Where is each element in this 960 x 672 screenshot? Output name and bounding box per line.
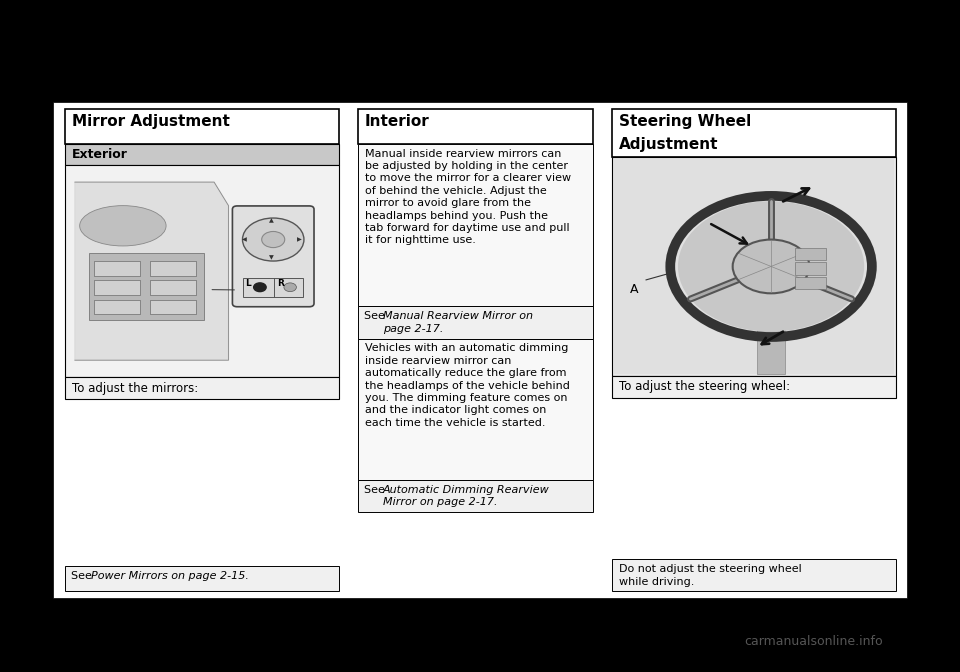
Circle shape [243,218,304,261]
Ellipse shape [80,206,166,246]
Bar [53,102,907,598]
Text: See: See [364,311,388,321]
Circle shape [253,283,266,292]
Bar [612,109,896,157]
Bar [795,247,826,259]
Text: Power Mirrors on page 2-15.: Power Mirrors on page 2-15. [91,571,249,581]
Text: Steering Wheel: Steering Wheel [619,114,752,128]
Bar [358,144,593,306]
Text: ◀: ◀ [242,237,247,242]
Circle shape [678,202,864,331]
Text: To adjust the mirrors:: To adjust the mirrors: [72,382,199,394]
Text: See: See [71,571,95,581]
Text: To adjust the steering wheel:: To adjust the steering wheel: [619,380,790,393]
Text: Do not adjust the steering wheel
while driving.: Do not adjust the steering wheel while d… [619,564,802,587]
Bar [89,253,204,320]
Bar [0,612,960,672]
Text: Manual inside rearview mirrors can
be adjusted by holding in the center
to move : Manual inside rearview mirrors can be ad… [365,149,571,245]
Text: ▲: ▲ [270,218,275,224]
Bar [612,559,896,591]
Text: Exterior: Exterior [72,148,128,161]
Bar [0,0,960,118]
Text: Automatic Dimming Rearview
Mirror on page 2-17.: Automatic Dimming Rearview Mirror on pag… [383,485,550,507]
Bar [94,300,140,314]
Bar [65,165,339,377]
Bar [65,377,339,399]
Text: Interior: Interior [365,114,429,128]
Bar [243,278,303,296]
Text: A: A [630,284,638,296]
Bar [795,263,826,275]
Bar [614,159,894,374]
Bar [358,339,593,480]
Bar [150,280,196,295]
Bar [150,261,196,276]
Bar [65,144,339,165]
Circle shape [284,283,297,292]
Bar [65,109,339,144]
Polygon shape [75,182,228,360]
FancyBboxPatch shape [232,206,314,306]
Text: Manual Rearview Mirror on
page 2-17.: Manual Rearview Mirror on page 2-17. [383,311,533,333]
Bar [94,280,140,295]
Bar [358,480,593,512]
Bar [150,300,196,314]
Bar [612,157,896,376]
Text: Vehicles with an automatic dimming
inside rearview mirror can
automatically redu: Vehicles with an automatic dimming insid… [365,343,569,428]
Circle shape [262,231,285,247]
Text: R: R [277,279,284,288]
Bar [795,277,826,289]
Text: See: See [364,485,388,495]
Text: L: L [245,279,251,288]
Text: Mirror Adjustment: Mirror Adjustment [72,114,229,128]
Bar [65,566,339,591]
Text: Adjustment: Adjustment [619,137,719,152]
Text: ▼: ▼ [270,255,275,260]
Text: ▶: ▶ [298,237,302,242]
Bar [94,261,140,276]
Bar [358,306,593,339]
Bar [756,320,785,374]
Circle shape [732,240,809,293]
Bar [358,109,593,144]
Text: carmanualsonline.info: carmanualsonline.info [744,636,882,648]
Bar [612,376,896,398]
